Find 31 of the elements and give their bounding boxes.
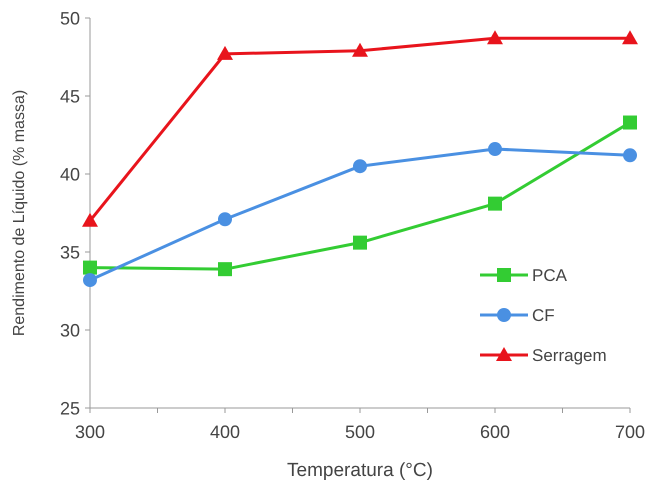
y-tick-label: 25 [60,398,80,418]
y-axis-title: Rendimento de Líquido (% massa) [11,90,28,336]
y-tick-label: 35 [60,242,80,262]
legend-label: CF [532,306,555,325]
point [83,273,97,288]
y-tick-label: 30 [60,320,80,340]
x-tick-label: 500 [344,422,376,442]
point [623,116,637,130]
legend-label: Serragem [532,346,607,365]
point [353,236,367,250]
point [83,260,97,275]
y-tick-label: 45 [60,86,80,106]
point [488,142,502,156]
point [352,42,368,57]
point [218,212,232,226]
x-tick-label: 400 [210,422,240,442]
x-tick-label: 700 [614,422,646,442]
point [217,46,233,60]
y-tick-label: 40 [60,164,80,184]
y-tick-label: 50 [60,8,80,28]
point [488,196,502,211]
point [622,30,638,44]
point [82,212,98,227]
legend-label: PCA [532,266,568,285]
x-tick-label: 600 [480,422,510,442]
point [487,30,503,44]
point [623,148,637,162]
point [218,262,232,276]
x-tick-label: 300 [74,422,106,442]
point [353,159,367,174]
x-axis-title: Temperatura (°C) [287,460,433,481]
